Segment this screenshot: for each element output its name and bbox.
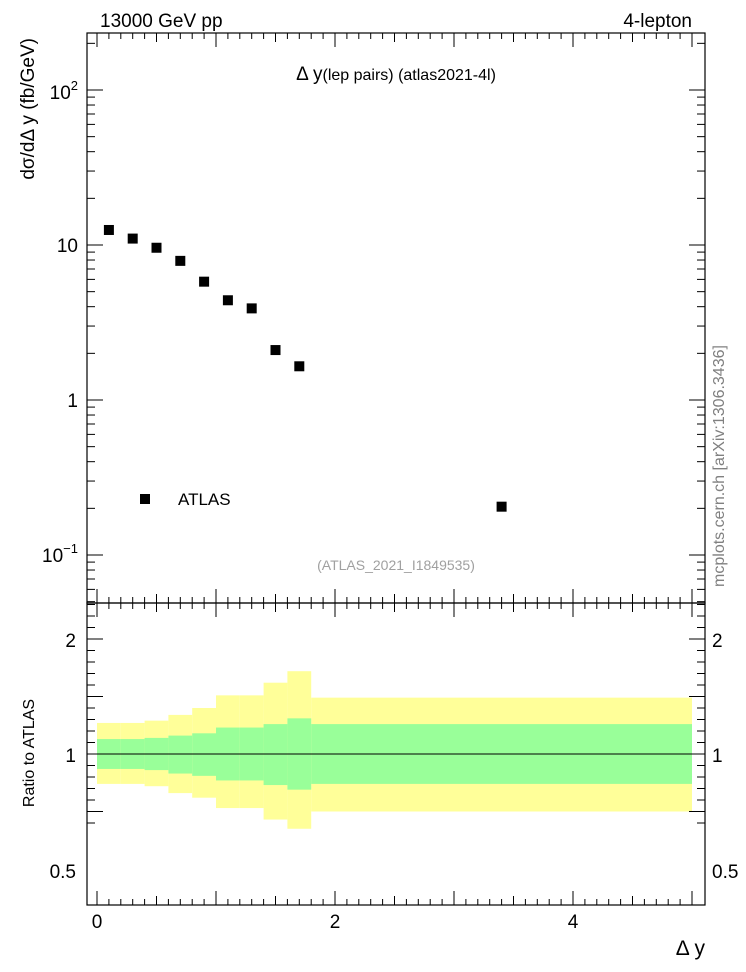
main-ytick-label-10: 10	[57, 236, 78, 257]
data-point-9	[496, 501, 507, 512]
main-ytick-label-100: 102	[50, 78, 78, 104]
x-axis-label: Δ y	[676, 937, 706, 960]
ratio-inner-band-bin-4	[192, 733, 216, 776]
mcplots-side-label: mcplots.cern.ch [arXiv:1306.3436]	[711, 345, 728, 587]
ratio-ytick-label-1-right: 1	[712, 746, 723, 767]
data-point-0	[103, 224, 114, 235]
atlas-data-points	[103, 224, 507, 512]
legend-marker-atlas	[140, 494, 150, 504]
data-point-7	[270, 345, 281, 356]
data-point-4	[199, 276, 210, 287]
main-ytick-label-0.1: 10−1	[42, 541, 78, 567]
ratio-inner-band-bin-3	[168, 735, 193, 774]
legend-label-atlas: ATLAS	[178, 490, 231, 509]
ratio-ytick-label-1: 1	[65, 746, 76, 767]
analysis-watermark: (ATLAS_2021_I1849535)	[317, 557, 475, 573]
ratio-inner-band-bin-7	[263, 724, 288, 786]
energy-label: 13000 GeV pp	[100, 11, 223, 32]
main-axis-ticks	[87, 33, 705, 603]
data-point-3	[175, 255, 186, 266]
xtick-label-4: 4	[568, 912, 579, 933]
ratio-ytick-label-0.5-right: 0.5	[712, 862, 738, 883]
main-ytick-label-1: 1	[67, 391, 78, 412]
ratio-y-axis-label: Ratio to ATLAS	[21, 699, 38, 807]
main-plot-title: Δ y(lep pairs) (atlas2021-4l)	[296, 64, 496, 85]
data-point-8	[294, 361, 305, 372]
ratio-bands	[97, 671, 692, 829]
ratio-ytick-label-2: 2	[65, 631, 76, 652]
data-point-1	[127, 233, 138, 244]
data-point-2	[151, 242, 162, 253]
ratio-axis-ticks	[87, 603, 705, 905]
data-point-6	[246, 303, 257, 314]
ratio-ytick-label-0.5: 0.5	[50, 862, 76, 883]
ratio-ytick-label-2-right: 2	[712, 631, 723, 652]
xtick-label-2: 2	[330, 912, 341, 933]
data-point-5	[222, 295, 233, 306]
xtick-label-0: 0	[92, 912, 103, 933]
main-plot-frame	[86, 32, 706, 604]
process-label: 4-lepton	[623, 11, 692, 32]
main-y-axis-label: dσ/dΔ y (fb/GeV)	[18, 38, 39, 180]
